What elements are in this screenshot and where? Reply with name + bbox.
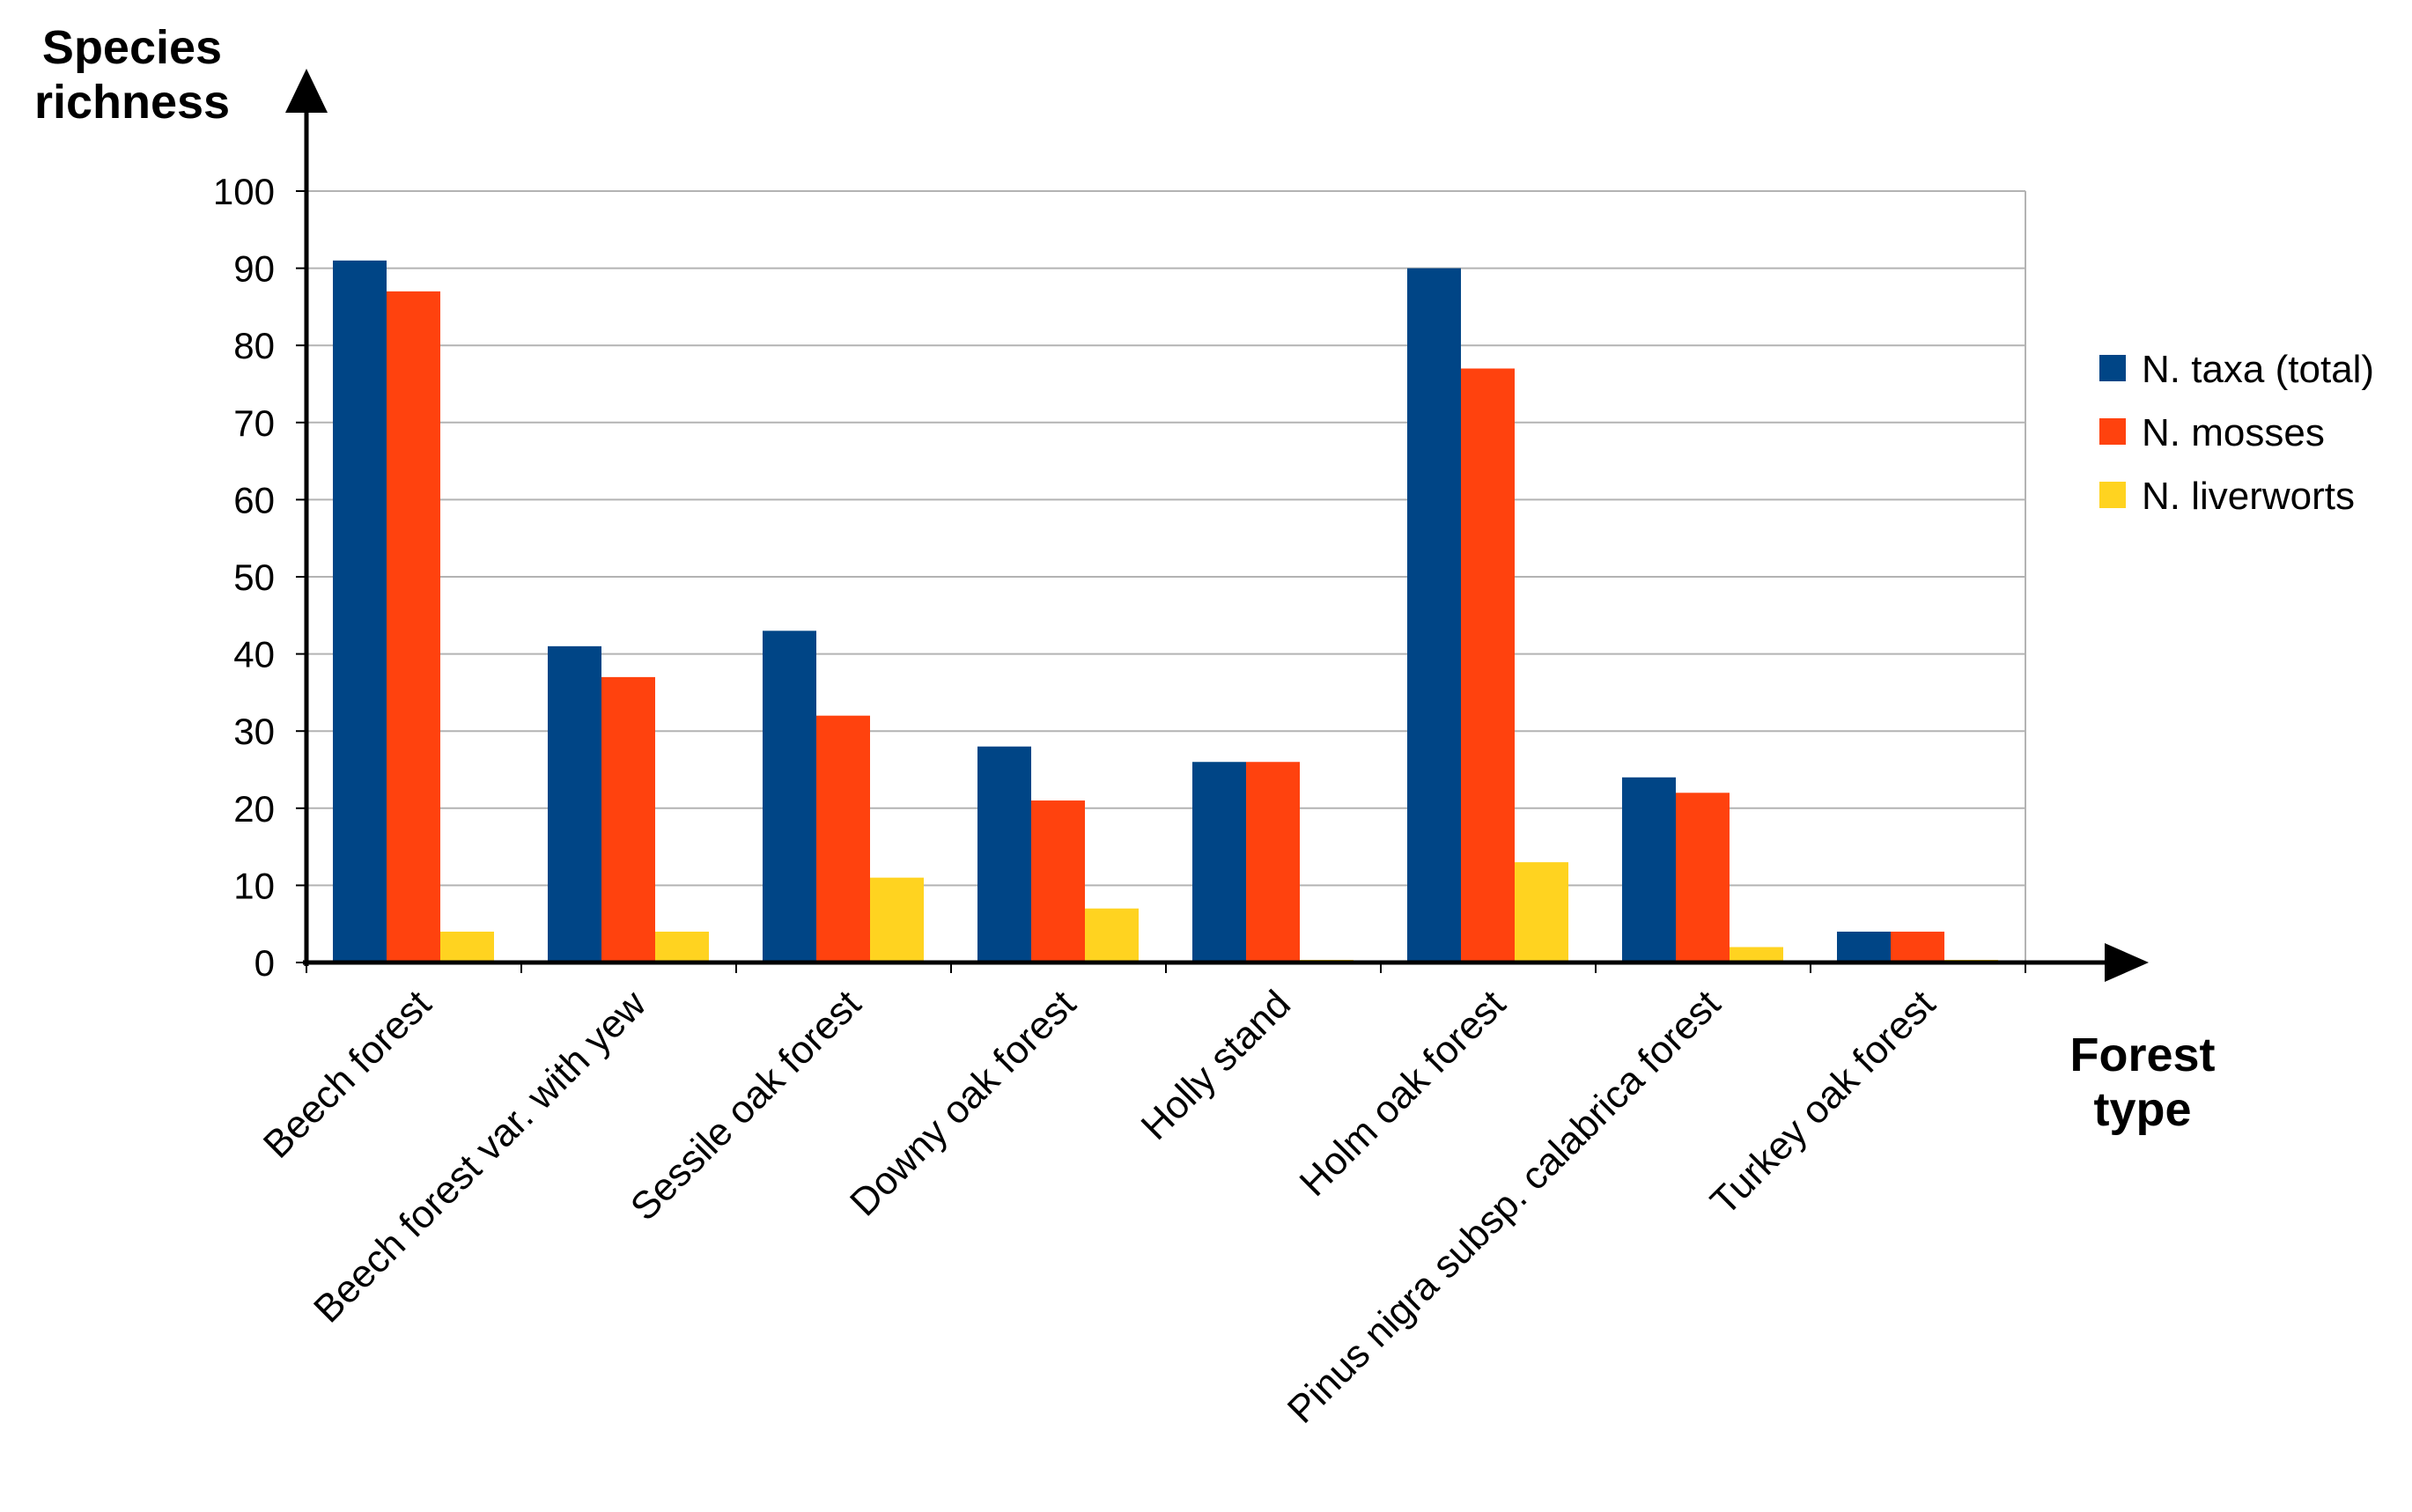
- category-label: Beech forest: [255, 982, 439, 1166]
- bar-liverworts: [1085, 908, 1139, 963]
- legend-swatch: [2099, 482, 2126, 508]
- y-tick-label: 40: [233, 634, 275, 675]
- category-label: Turkey oak forest: [1702, 982, 1944, 1223]
- legend-label: N. mosses: [2142, 411, 2325, 454]
- axes: [285, 69, 2149, 982]
- y-tick-label: 100: [213, 171, 275, 212]
- bar-mosses: [1891, 931, 1944, 963]
- y-axis-title: Species: [42, 21, 222, 74]
- y-tick-label: 70: [233, 402, 275, 444]
- bar-total: [333, 260, 387, 963]
- bar-total: [548, 645, 601, 963]
- bar-liverworts: [655, 931, 709, 963]
- y-tick-label: 50: [233, 557, 275, 598]
- category-label: Sessile oak forest: [623, 982, 869, 1228]
- y-tick-labels: 0 10 20 30 40 50 60 70 80 90 100: [213, 171, 275, 984]
- bar-total: [763, 631, 816, 963]
- y-tick-label: 20: [233, 788, 275, 830]
- bar-mosses: [1461, 368, 1515, 963]
- category-label: Holm oak forest: [1292, 982, 1515, 1205]
- bars: [333, 260, 1998, 963]
- y-tick-label: 30: [233, 711, 275, 752]
- y-tick-label: 80: [233, 325, 275, 366]
- y-axis-arrow: [285, 69, 328, 113]
- y-tick-label: 0: [254, 942, 275, 984]
- bar-liverworts: [1730, 947, 1783, 963]
- bar-liverworts: [1515, 862, 1568, 963]
- legend-label: N. liverworts: [2142, 475, 2355, 518]
- bar-total: [1622, 777, 1676, 963]
- legend-swatch: [2099, 418, 2126, 445]
- bar-liverworts: [440, 931, 494, 963]
- bar-total: [1407, 268, 1461, 963]
- legend-label: N. taxa (total): [2142, 348, 2374, 391]
- category-label: Pinus nigra subsp. calabrica forest: [1280, 982, 1729, 1431]
- bar-mosses: [601, 676, 655, 963]
- bar-mosses: [816, 715, 870, 963]
- bar-total: [1837, 931, 1891, 963]
- bar-mosses: [1246, 762, 1300, 963]
- bar-mosses: [1676, 793, 1730, 963]
- y-axis-title: richness: [34, 76, 230, 129]
- y-tick-label: 90: [233, 248, 275, 290]
- y-tick-label: 60: [233, 479, 275, 520]
- bar-liverworts: [870, 877, 924, 963]
- bar-mosses: [1031, 800, 1085, 963]
- x-axis-title: Forest: [2069, 1029, 2215, 1081]
- x-axis-title: type: [2093, 1083, 2191, 1136]
- x-axis-arrow: [2105, 943, 2149, 982]
- legend-swatch: [2099, 355, 2126, 381]
- y-tick-label: 10: [233, 865, 275, 906]
- bar-total: [977, 746, 1031, 963]
- bar-total: [1192, 762, 1246, 963]
- bar-mosses: [387, 291, 440, 963]
- category-label: Downy oak forest: [842, 982, 1084, 1224]
- legend: N. taxa (total) N. mosses N. liverworts: [2099, 348, 2374, 518]
- category-label: Holly stand: [1133, 982, 1300, 1148]
